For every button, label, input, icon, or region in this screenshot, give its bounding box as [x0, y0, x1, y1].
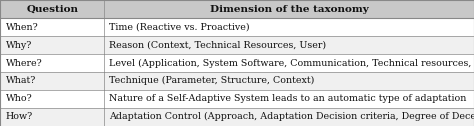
Text: Who?: Who? [6, 94, 32, 103]
Text: Nature of a Self-Adaptive System leads to an automatic type of adaptation: Nature of a Self-Adaptive System leads t… [109, 94, 466, 103]
Text: How?: How? [6, 112, 33, 121]
Text: When?: When? [6, 23, 38, 32]
Bar [104, 0, 474, 18]
Text: Time (Reactive vs. Proactive): Time (Reactive vs. Proactive) [109, 23, 250, 32]
Bar [0, 54, 104, 72]
Bar [0, 0, 104, 18]
Bar [104, 108, 474, 126]
Text: What?: What? [6, 76, 36, 85]
Bar [104, 54, 474, 72]
Bar [104, 72, 474, 90]
Text: Why?: Why? [6, 41, 32, 50]
Text: Question: Question [26, 5, 78, 14]
Text: Technique (Parameter, Structure, Context): Technique (Parameter, Structure, Context… [109, 76, 314, 85]
Bar [104, 90, 474, 108]
Bar [0, 90, 104, 108]
Text: Adaptation Control (Approach, Adaptation Decision criteria, Degree of Decentrali: Adaptation Control (Approach, Adaptation… [109, 112, 474, 121]
Bar [104, 18, 474, 36]
Text: Level (Application, System Software, Communication, Technical resources, Context: Level (Application, System Software, Com… [109, 58, 474, 68]
Bar [0, 72, 104, 90]
Bar [0, 108, 104, 126]
Bar [0, 18, 104, 36]
Bar [104, 36, 474, 54]
Bar [0, 36, 104, 54]
Text: Where?: Where? [6, 58, 43, 68]
Text: Reason (Context, Technical Resources, User): Reason (Context, Technical Resources, Us… [109, 41, 326, 50]
Text: Dimension of the taxonomy: Dimension of the taxonomy [210, 5, 368, 14]
